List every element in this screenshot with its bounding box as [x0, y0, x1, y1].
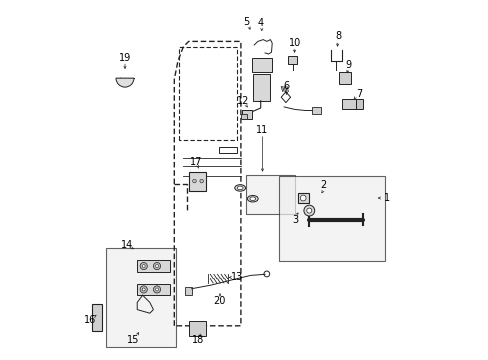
Ellipse shape [247, 195, 258, 202]
Text: 11: 11 [256, 125, 268, 135]
Circle shape [153, 262, 160, 270]
Circle shape [155, 265, 158, 267]
Text: 9: 9 [345, 60, 351, 70]
Text: 8: 8 [334, 31, 341, 41]
Bar [297, 193, 308, 203]
Text: 14: 14 [121, 240, 133, 250]
Text: 4: 4 [257, 18, 263, 28]
Circle shape [192, 179, 196, 183]
Circle shape [200, 179, 203, 183]
Bar [241, 114, 247, 119]
Ellipse shape [249, 197, 255, 201]
Text: 13: 13 [231, 272, 243, 282]
Bar [311, 107, 321, 114]
Bar [185, 287, 191, 295]
Text: 19: 19 [119, 53, 131, 63]
Bar [137, 284, 169, 295]
Bar [137, 260, 169, 272]
Bar [246, 175, 294, 214]
Text: 1: 1 [383, 193, 389, 203]
Circle shape [142, 265, 145, 267]
Text: 5: 5 [243, 17, 249, 27]
Text: 3: 3 [291, 215, 297, 225]
Circle shape [300, 195, 305, 201]
Circle shape [306, 208, 311, 213]
Bar [219, 147, 237, 153]
Bar [287, 56, 297, 64]
Circle shape [140, 286, 147, 293]
Wedge shape [116, 78, 134, 87]
Bar [189, 172, 206, 191]
Text: 15: 15 [126, 335, 139, 345]
Text: 6: 6 [283, 81, 289, 91]
Bar [278, 176, 384, 261]
Bar [253, 74, 269, 101]
Bar [106, 248, 176, 347]
Bar [241, 110, 252, 119]
Circle shape [153, 286, 160, 293]
Text: 17: 17 [189, 157, 202, 167]
Circle shape [142, 288, 145, 291]
Text: 2: 2 [320, 180, 326, 190]
Ellipse shape [237, 186, 243, 190]
Circle shape [140, 262, 147, 270]
Text: 16: 16 [84, 315, 96, 325]
Ellipse shape [234, 185, 245, 191]
Text: 18: 18 [191, 335, 203, 345]
Bar [251, 58, 271, 72]
Text: 10: 10 [288, 38, 301, 48]
Bar [341, 99, 355, 109]
Text: 20: 20 [213, 296, 225, 306]
Bar [92, 304, 102, 331]
Circle shape [155, 288, 158, 291]
Bar [188, 321, 205, 336]
Text: 7: 7 [356, 89, 362, 99]
Circle shape [303, 205, 314, 216]
Bar [338, 72, 350, 84]
Text: 12: 12 [236, 96, 248, 106]
Bar [355, 99, 362, 109]
